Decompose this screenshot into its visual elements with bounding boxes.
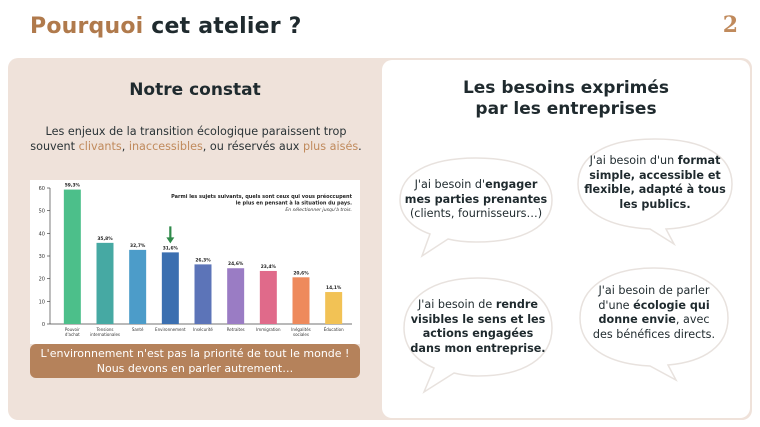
category-label: Immigration	[256, 327, 281, 332]
intro-sep: , ou réservés aux	[202, 140, 303, 153]
bubble-text: (clients, fournisseurs…)	[409, 207, 543, 220]
y-tick-label: 30	[39, 254, 45, 260]
bubble-text-bold: mes parties prenantes	[404, 192, 548, 206]
y-tick-label: 0	[42, 322, 45, 328]
bar-value-label: 59,3%	[65, 183, 81, 189]
speech-bubble-icon	[399, 157, 553, 258]
right-heading: Les besoins exprimés par les entreprises	[382, 78, 750, 120]
banner-line-1: L'environnement n'est pas la priorité de…	[40, 347, 350, 360]
bar-value-label: 32,7%	[130, 243, 146, 249]
category-label: Éducation	[324, 327, 344, 332]
bar-value-label: 23,4%	[261, 264, 277, 270]
page-number: 2	[722, 12, 738, 38]
bar-value-label: 20,6%	[293, 270, 309, 276]
category-label: d'achat	[65, 332, 80, 337]
chart-title: le plus en pensant à la situation du pay…	[236, 200, 352, 207]
speech-bubble-engager: J'ai besoin d'engager mes parties prenan…	[392, 152, 560, 260]
bubble-text: J'ai besoin d'	[414, 178, 486, 191]
y-tick-label: 60	[39, 186, 45, 192]
bubble-text-bold: dans mon entreprise.	[410, 341, 546, 355]
bubble-text: J'ai besoin de parler	[598, 284, 710, 297]
category-label: Insécurité	[193, 327, 213, 332]
speech-bubble-format: J'ai besoin d'un format simple, accessib…	[570, 134, 740, 248]
bubble-text: d'une	[598, 298, 634, 312]
bubble-text-bold: les publics.	[619, 197, 691, 211]
intro-highlight-clivants: clivants	[78, 140, 122, 153]
banner-line-2: Nous devons en parler autrement…	[96, 362, 294, 375]
bubble-text: J'ai besoin de	[417, 298, 496, 311]
title-rest: cet atelier ?	[151, 14, 302, 39]
bar-value-label: 24,6%	[228, 261, 244, 267]
intro-highlight-plus-aises: plus aisés	[302, 140, 359, 153]
category-label: Pouvoir	[65, 327, 80, 332]
bar-8	[325, 292, 343, 324]
y-tick-label: 40	[39, 231, 45, 237]
bubble-text: J'ai besoin d'un	[589, 154, 678, 167]
bubble-text: des bénéfices directs.	[592, 327, 716, 341]
chart-title: Parmi les sujets suivants, quels sont ce…	[171, 193, 352, 200]
category-label: Retraites	[227, 327, 245, 332]
chart-subtitle: En sélectionner jusqu'à trois.	[285, 206, 352, 213]
category-label: Inégalités	[291, 327, 311, 332]
speech-bubble-icon	[403, 277, 553, 394]
bubble-text-bold: actions engagées	[422, 327, 534, 340]
title-accent: Pourquoi	[30, 14, 144, 39]
intro-text: Les enjeux de la transition écologique p…	[30, 125, 347, 153]
right-heading-line-2: par les entreprises	[475, 99, 657, 119]
left-heading: Notre constat	[129, 80, 261, 100]
bar-value-label: 31,6%	[163, 245, 179, 251]
bar-value-label: 35,8%	[97, 236, 113, 242]
bubble-text: , avec	[675, 313, 710, 326]
category-label: Tensions	[95, 327, 113, 332]
bar-7	[292, 277, 310, 324]
bubble-text-bold: engager	[485, 178, 538, 191]
bar-0	[63, 189, 81, 324]
page-title: Pourquoi cet atelier ?	[30, 14, 302, 39]
bubble-text-bold: donne envie	[598, 313, 676, 326]
y-tick-label: 20	[39, 277, 45, 283]
category-label: internationales	[90, 332, 120, 337]
bubble-text-bold: écologie qui	[633, 298, 710, 312]
intro-highlight-inaccessibles: inaccessibles	[128, 140, 203, 153]
y-tick-label: 10	[39, 299, 45, 305]
category-label: Santé	[132, 327, 144, 332]
category-label: Environnement	[155, 327, 186, 332]
bar-5	[227, 268, 245, 324]
bar-6	[259, 270, 277, 324]
bar-2	[129, 249, 147, 324]
bubble-text-bold: flexible, adapté à tous	[584, 183, 726, 196]
intro-end: .	[358, 140, 362, 153]
bubble-text-bold: visibles le sens et les	[410, 312, 546, 326]
highlight-arrow-head	[166, 237, 175, 244]
speech-bubble-icon	[579, 267, 729, 382]
bar-chart: 0 10 20 30 40 50 60 59,3% Pouvoir d'achat 35,8% Ten…	[30, 180, 360, 344]
y-tick-label: 50	[39, 209, 45, 215]
speech-bubble-icon	[577, 138, 733, 247]
left-intro: Les enjeux de la transition écologique p…	[30, 124, 362, 154]
bar-value-label: 14,1%	[326, 285, 342, 291]
bar-value-label: 26,3%	[195, 257, 211, 263]
bar-3	[161, 252, 179, 324]
bar-4	[194, 264, 212, 324]
bar-1	[96, 242, 114, 324]
right-heading-line-1: Les besoins exprimés	[462, 78, 670, 98]
speech-bubble-rendre-visibles: J'ai besoin de rendre visibles le sens e…	[398, 272, 558, 398]
speech-bubble-ecologie: J'ai besoin de parler d'une écologie qui…	[572, 262, 736, 386]
intro-sep: ,	[121, 140, 129, 153]
bubble-text-bold: format	[677, 154, 721, 167]
bubble-text-bold: simple, accessible et	[589, 168, 721, 182]
category-label: sociales	[293, 332, 309, 337]
bubble-text-bold: rendre	[495, 298, 539, 311]
conclusion-banner: L'environnement n'est pas la priorité de…	[30, 344, 360, 378]
